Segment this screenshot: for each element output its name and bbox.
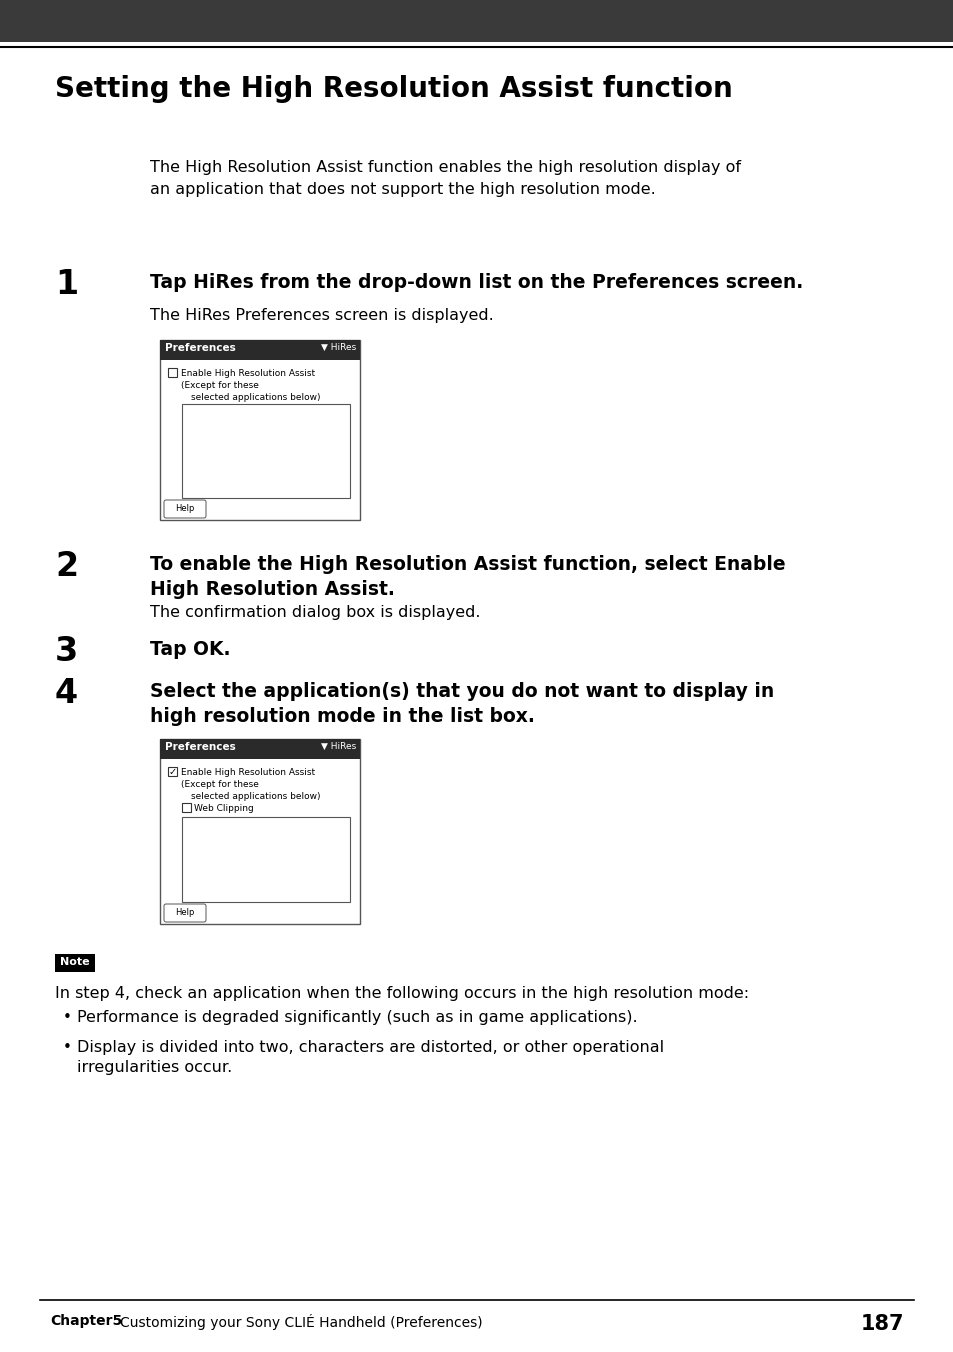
Text: To enable the High Resolution Assist function, select Enable
High Resolution Ass: To enable the High Resolution Assist fun… (150, 556, 785, 599)
FancyBboxPatch shape (164, 904, 206, 922)
Text: Web Clipping: Web Clipping (193, 804, 253, 813)
Text: Tap OK.: Tap OK. (150, 639, 231, 658)
Text: selected applications below): selected applications below) (191, 792, 320, 800)
Text: 1: 1 (55, 268, 78, 301)
Text: Help: Help (175, 504, 194, 512)
Text: selected applications below): selected applications below) (191, 393, 320, 402)
Text: The HiRes Preferences screen is displayed.: The HiRes Preferences screen is displaye… (150, 308, 494, 323)
Text: 2: 2 (55, 550, 78, 583)
Bar (160, 339, 359, 360)
Bar (160, 740, 359, 923)
Text: Performance is degraded significantly (such as in game applications).: Performance is degraded significantly (s… (77, 1010, 637, 1025)
Bar (160, 339, 359, 521)
Bar (55, 955, 95, 972)
Bar (0, 0, 953, 42)
Text: (Except for these: (Except for these (181, 780, 258, 790)
Text: 4: 4 (55, 677, 78, 710)
Bar (182, 803, 191, 813)
Text: Setting the High Resolution Assist function: Setting the High Resolution Assist funct… (55, 74, 732, 103)
Text: Help: Help (175, 909, 194, 917)
Text: Display is divided into two, characters are distorted, or other operational
irre: Display is divided into two, characters … (77, 1040, 663, 1075)
Text: Select the application(s) that you do not want to display in
high resolution mod: Select the application(s) that you do no… (150, 681, 774, 726)
Text: Preferences: Preferences (165, 343, 235, 353)
Text: Preferences: Preferences (165, 742, 235, 752)
Text: Chapter5: Chapter5 (50, 1314, 122, 1328)
Text: ▼ HiRes: ▼ HiRes (320, 742, 355, 750)
Bar (168, 368, 177, 377)
Text: ▼ HiRes: ▼ HiRes (320, 343, 355, 352)
Text: The confirmation dialog box is displayed.: The confirmation dialog box is displayed… (150, 604, 480, 621)
Bar (160, 740, 359, 758)
Text: Tap HiRes from the drop-down list on the Preferences screen.: Tap HiRes from the drop-down list on the… (150, 273, 802, 292)
Bar (182, 404, 350, 498)
Bar (168, 767, 177, 776)
Text: Note: Note (60, 957, 90, 967)
Text: The High Resolution Assist function enables the high resolution display of
an ap: The High Resolution Assist function enab… (150, 160, 740, 197)
FancyBboxPatch shape (164, 500, 206, 518)
Text: ✓: ✓ (169, 767, 177, 777)
Text: •: • (63, 1010, 71, 1025)
Bar (182, 817, 350, 902)
Text: In step 4, check an application when the following occurs in the high resolution: In step 4, check an application when the… (55, 986, 748, 1000)
Text: 3: 3 (55, 635, 78, 668)
Text: Customizing your Sony CLIÉ Handheld (Preferences): Customizing your Sony CLIÉ Handheld (Pre… (120, 1314, 482, 1330)
Text: Enable High Resolution Assist: Enable High Resolution Assist (181, 369, 314, 379)
Text: •: • (63, 1040, 71, 1055)
Text: (Except for these: (Except for these (181, 381, 258, 389)
Text: Enable High Resolution Assist: Enable High Resolution Assist (181, 768, 314, 777)
Text: 187: 187 (860, 1314, 903, 1334)
